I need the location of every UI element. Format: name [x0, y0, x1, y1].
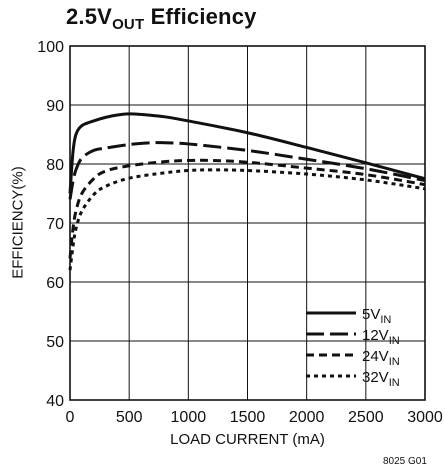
plot-frame: [69, 45, 426, 401]
series-line-32v: [68, 168, 426, 271]
x-tick-label: 2500: [348, 409, 384, 426]
y-tick-label: 60: [46, 275, 64, 292]
x-tick-label: 3000: [407, 409, 443, 426]
x-tick-label: 0: [66, 409, 75, 426]
x-tick-label: 1000: [171, 409, 207, 426]
series-line-12v: [68, 141, 426, 200]
x-tick-labels: 0 500 1000 1500 2000 2500 3000: [66, 409, 443, 426]
y-tick-label: 50: [46, 334, 64, 351]
y-axis-label: EFFICIENCY(%): [9, 166, 27, 279]
legend-label: 24VIN: [362, 348, 400, 368]
y-tick-label: 90: [46, 98, 64, 115]
figure-code: 8025 G01: [383, 456, 427, 467]
x-tick-label: 2000: [289, 409, 325, 426]
legend-label: 5VIN: [362, 306, 391, 326]
y-tick-label: 100: [37, 39, 64, 56]
x-axis-label: LOAD CURRENT (mA): [170, 431, 325, 448]
series-line-5v: [68, 112, 426, 194]
y-tick-labels: 40 50 60 70 80 90 100: [37, 39, 64, 410]
grid-lines: [70, 46, 425, 400]
x-tick-label: 1500: [230, 409, 266, 426]
legend-label: 32VIN: [362, 369, 400, 389]
y-tick-label: 80: [46, 157, 64, 174]
legend-label: 12VIN: [362, 327, 400, 347]
chart-title: 2.5VOUT Efficiency: [66, 4, 257, 33]
x-tick-label: 500: [116, 409, 143, 426]
series-lines: [68, 112, 426, 271]
y-tick-label: 40: [46, 393, 64, 410]
y-tick-label: 70: [46, 216, 64, 233]
